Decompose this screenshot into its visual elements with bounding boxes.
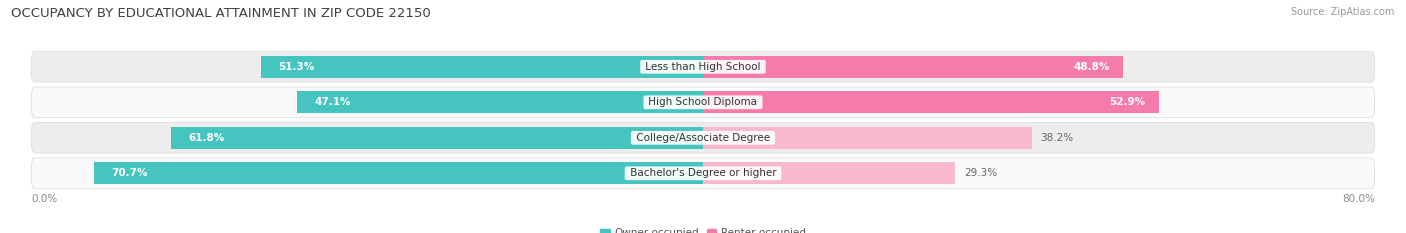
Text: 70.7%: 70.7%	[111, 168, 148, 178]
Legend: Owner-occupied, Renter-occupied: Owner-occupied, Renter-occupied	[596, 224, 810, 233]
Text: Less than High School: Less than High School	[643, 62, 763, 72]
FancyBboxPatch shape	[31, 87, 1375, 118]
Text: 47.1%: 47.1%	[315, 97, 352, 107]
Text: 61.8%: 61.8%	[188, 133, 225, 143]
FancyBboxPatch shape	[31, 158, 1375, 188]
Text: 52.9%: 52.9%	[1109, 97, 1146, 107]
Bar	[703, 127, 1032, 149]
Text: 48.8%: 48.8%	[1074, 62, 1111, 72]
Text: High School Diploma: High School Diploma	[645, 97, 761, 107]
Text: Source: ZipAtlas.com: Source: ZipAtlas.com	[1291, 7, 1395, 17]
Bar	[703, 91, 1159, 113]
FancyBboxPatch shape	[31, 51, 1375, 82]
Text: Bachelor's Degree or higher: Bachelor's Degree or higher	[627, 168, 779, 178]
FancyBboxPatch shape	[31, 123, 1375, 153]
Bar	[94, 162, 703, 184]
Bar	[298, 91, 703, 113]
Text: OCCUPANCY BY EDUCATIONAL ATTAINMENT IN ZIP CODE 22150: OCCUPANCY BY EDUCATIONAL ATTAINMENT IN Z…	[11, 7, 432, 20]
Text: 0.0%: 0.0%	[31, 194, 58, 204]
Text: 29.3%: 29.3%	[965, 168, 997, 178]
Text: College/Associate Degree: College/Associate Degree	[633, 133, 773, 143]
Bar	[703, 56, 1123, 78]
Text: 80.0%: 80.0%	[1341, 194, 1375, 204]
Text: 38.2%: 38.2%	[1040, 133, 1074, 143]
Bar	[703, 162, 955, 184]
Bar	[170, 127, 703, 149]
Text: 51.3%: 51.3%	[278, 62, 315, 72]
Bar	[262, 56, 703, 78]
